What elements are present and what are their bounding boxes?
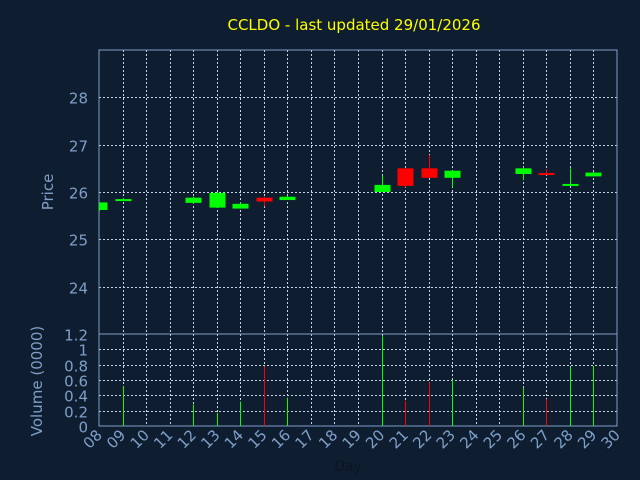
volume-y-tick-label: 0.6 [64, 373, 88, 391]
candle-body [585, 172, 602, 177]
price-y-tick-label: 24 [69, 280, 88, 298]
candle-body [99, 202, 108, 210]
volume-y-ticks: 00.20.40.60.811.2 [64, 327, 88, 437]
candle-body [279, 196, 296, 201]
volume-y-tick-label: 1 [78, 342, 88, 360]
candle-body [444, 170, 461, 178]
candle-body [397, 168, 414, 186]
candle-body [115, 199, 132, 202]
candle-body [209, 192, 226, 208]
volume-axis-title: Volume (0000) [28, 326, 46, 436]
price-y-tick-label: 26 [69, 185, 88, 203]
price-axis-title: Price [39, 174, 57, 211]
candle-body [562, 183, 579, 186]
price-y-ticks: 24 25 26 27 28 [69, 90, 88, 298]
volume-y-tick-label: 0.2 [64, 404, 88, 422]
x-axis-title: Day [334, 459, 362, 475]
volume-y-tick-label: 0.4 [64, 388, 88, 406]
x-axis-ticks: 0809101112131415161718192021222324252627… [80, 426, 624, 452]
volume-panel-frame [98, 333, 618, 427]
volume-y-tick-label: 1.2 [64, 327, 88, 345]
candle-body [185, 197, 202, 203]
candle-body [421, 168, 438, 178]
price-y-tick-label: 25 [69, 232, 88, 250]
candle-body [232, 203, 249, 209]
volume-y-tick-label: 0 [78, 419, 88, 437]
candle-body [256, 197, 273, 202]
price-y-tick-label: 28 [69, 90, 88, 108]
price-y-tick-label: 27 [69, 138, 88, 156]
chart-title: CCLDO - last updated 29/01/2026 [227, 16, 480, 34]
candle-body [538, 173, 555, 176]
price-candles [99, 155, 602, 211]
candle-body [515, 168, 532, 175]
price-grid [99, 50, 617, 334]
candle-body [374, 184, 391, 192]
volume-y-tick-label: 0.8 [64, 358, 88, 376]
volume-bars [123, 336, 594, 426]
